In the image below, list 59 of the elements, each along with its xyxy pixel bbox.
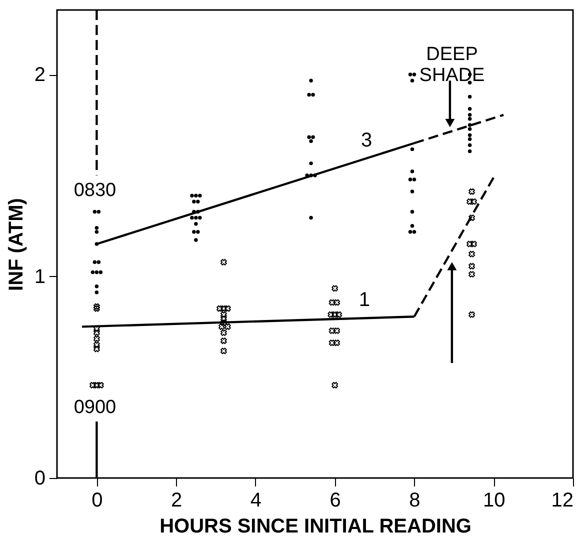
point (334, 328, 340, 334)
point (224, 305, 231, 312)
point (93, 330, 100, 336)
point (220, 348, 227, 354)
point (334, 299, 340, 306)
point (218, 323, 225, 330)
point (220, 315, 227, 322)
x-tick-label: 8 (409, 490, 420, 512)
point (336, 311, 342, 318)
series-label: 3 (361, 129, 372, 152)
point (468, 311, 475, 318)
point (93, 303, 100, 310)
point (328, 340, 336, 346)
point (470, 240, 477, 248)
x-tick-label: 2 (171, 490, 182, 512)
point (468, 214, 475, 221)
point (93, 342, 100, 348)
x-axis-title: HOURS SINCE INITIAL READING (160, 516, 472, 538)
point (468, 262, 475, 270)
x-tick-label: 10 (482, 490, 506, 512)
point (332, 311, 338, 318)
point (328, 299, 336, 306)
x-tick-label: 4 (250, 490, 262, 512)
point (220, 338, 227, 344)
y-tick-label: 0 (34, 468, 46, 490)
point (220, 330, 227, 336)
x-tick-label: 0 (92, 490, 103, 512)
point (468, 271, 475, 278)
point (468, 188, 475, 195)
point (328, 328, 336, 334)
annotation: 0900 (74, 397, 116, 418)
point (224, 323, 231, 330)
y-axis-title: INF (ATM) (5, 198, 28, 291)
y-tick-label: 2 (34, 64, 46, 86)
point (332, 285, 338, 292)
point (328, 311, 334, 318)
annotation: DEEP SHADE (419, 44, 485, 86)
point (93, 382, 100, 388)
point (220, 305, 227, 312)
point (93, 346, 100, 352)
point (466, 240, 474, 248)
point (220, 258, 227, 266)
x-tick-label: 6 (330, 490, 341, 512)
annotation: 0830 (74, 180, 116, 201)
series-label: 1 (358, 289, 370, 312)
point (334, 340, 340, 346)
point (468, 250, 475, 258)
point (466, 198, 474, 205)
point (216, 305, 223, 312)
point (93, 326, 100, 332)
point (332, 382, 338, 388)
point (220, 311, 227, 318)
point (90, 382, 96, 388)
point (470, 198, 477, 205)
x-tick-label: 12 (551, 490, 574, 512)
point (93, 305, 100, 312)
point (97, 382, 104, 388)
point (93, 336, 100, 342)
y-tick-label: 1 (34, 266, 46, 288)
